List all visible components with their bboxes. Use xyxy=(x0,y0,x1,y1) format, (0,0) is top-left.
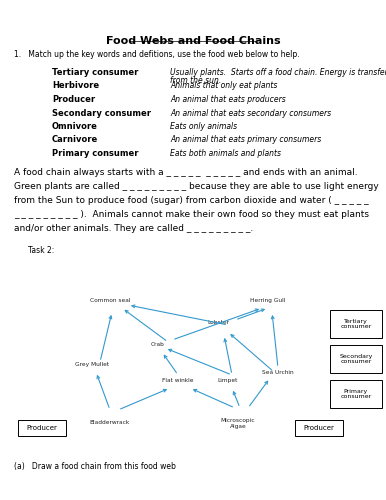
Text: Task 2:: Task 2: xyxy=(28,246,54,255)
Text: Eats both animals and plants: Eats both animals and plants xyxy=(170,149,281,158)
Text: _ _ _ _ _ _ _ _ _ ).  Animals cannot make their own food so they must eat plants: _ _ _ _ _ _ _ _ _ ). Animals cannot make… xyxy=(14,210,369,219)
Text: Tertiary consumer: Tertiary consumer xyxy=(52,68,138,77)
Bar xyxy=(330,345,382,373)
Text: Green plants are called _ _ _ _ _ _ _ _ _ because they are able to use light ene: Green plants are called _ _ _ _ _ _ _ _ … xyxy=(14,182,379,191)
Text: An animal that eats primary consumers: An animal that eats primary consumers xyxy=(170,136,321,144)
Text: Herbivore: Herbivore xyxy=(52,82,99,90)
Text: Microscopic
Algae: Microscopic Algae xyxy=(221,418,255,429)
Text: A food chain always starts with a _ _ _ _ _  _ _ _ _ _ and ends with an animal.: A food chain always starts with a _ _ _ … xyxy=(14,168,357,177)
Text: Limpet: Limpet xyxy=(218,378,238,383)
Text: Producer: Producer xyxy=(27,425,58,431)
Text: Producer: Producer xyxy=(52,95,95,104)
Text: Primary
consumer: Primary consumer xyxy=(340,388,372,400)
Bar xyxy=(18,420,66,436)
Text: Lobster: Lobster xyxy=(207,320,229,325)
Text: Animals that only eat plants: Animals that only eat plants xyxy=(170,82,278,90)
Text: Common seal: Common seal xyxy=(90,298,130,303)
Bar xyxy=(330,380,382,408)
Text: Bladderwrack: Bladderwrack xyxy=(90,420,130,425)
Text: Secondary
consumer: Secondary consumer xyxy=(339,354,373,364)
Text: from the sun.: from the sun. xyxy=(170,76,221,85)
Text: Eats only animals: Eats only animals xyxy=(170,122,237,131)
Text: Food Webs and Food Chains: Food Webs and Food Chains xyxy=(106,36,280,46)
Bar xyxy=(330,310,382,338)
Text: Usually plants.  Starts off a food chain. Energy is transferred: Usually plants. Starts off a food chain.… xyxy=(170,68,386,77)
Text: An animal that eats secondary consumers: An animal that eats secondary consumers xyxy=(170,108,331,118)
Text: Tertiary
consumer: Tertiary consumer xyxy=(340,318,372,330)
Text: and/or other animals. They are called _ _ _ _ _ _ _ _ _.: and/or other animals. They are called _ … xyxy=(14,224,253,233)
Text: from the Sun to produce food (sugar) from carbon dioxide and water ( _ _ _ _ _: from the Sun to produce food (sugar) fro… xyxy=(14,196,369,205)
Text: (a)   Draw a food chain from this food web: (a) Draw a food chain from this food web xyxy=(14,462,176,471)
Text: Crab: Crab xyxy=(151,342,165,347)
Text: An animal that eats producers: An animal that eats producers xyxy=(170,95,286,104)
Bar xyxy=(295,420,343,436)
Text: Producer: Producer xyxy=(303,425,334,431)
Text: 1.   Match up the key words and defitions, use the food web below to help.: 1. Match up the key words and defitions,… xyxy=(14,50,300,59)
Text: Primary consumer: Primary consumer xyxy=(52,149,139,158)
Text: Sea Urchin: Sea Urchin xyxy=(262,370,294,375)
Text: Herring Gull: Herring Gull xyxy=(250,298,286,303)
Text: Flat winkle: Flat winkle xyxy=(162,378,194,383)
Text: Grey Mullet: Grey Mullet xyxy=(75,362,109,367)
Text: Carnivore: Carnivore xyxy=(52,136,98,144)
Text: Secondary consumer: Secondary consumer xyxy=(52,108,151,118)
Text: Omnivore: Omnivore xyxy=(52,122,98,131)
